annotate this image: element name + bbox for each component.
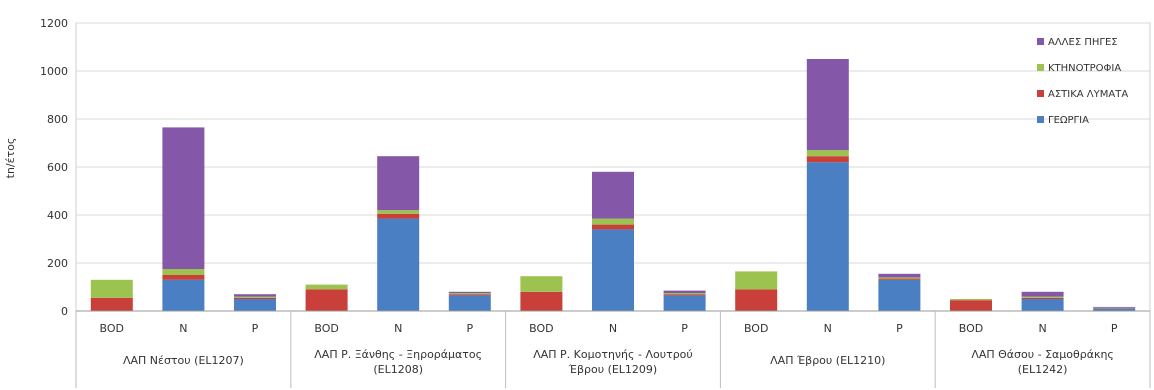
bar-segment (377, 218, 420, 311)
bar-segment (162, 279, 205, 311)
bar-segment (592, 229, 634, 311)
bar-segment (806, 162, 849, 311)
group-label: ΛΑΠ Θάσου - Σαμοθράκης (971, 348, 1114, 361)
bar-segment (234, 299, 276, 311)
legend-swatch (1037, 90, 1044, 97)
bar-segment (806, 59, 849, 151)
x-tick-label: P (896, 322, 903, 335)
x-tick-label: N (179, 322, 187, 335)
bar-segment (592, 171, 634, 219)
group-label: ΛΑΠ Ρ. Ξάνθης - Ξηροράματος (314, 348, 482, 361)
x-tick-label: N (609, 322, 617, 335)
bar-segment (90, 279, 133, 298)
bar-segment (1093, 308, 1136, 311)
legend-swatch (1037, 38, 1044, 45)
legend-label: ΓΕΩΡΓΙΑ (1048, 115, 1089, 126)
bar-segment (663, 290, 706, 293)
bar-segment (377, 156, 420, 211)
bar-segment (1021, 291, 1064, 297)
y-tick-label: 800 (47, 113, 68, 126)
bar-segment (878, 278, 921, 280)
x-tick-label: P (681, 322, 688, 335)
legend-label: ΑΣΤΙΚΑ ΛΥΜΑΤΑ (1048, 89, 1128, 100)
x-tick-label: BOD (959, 322, 983, 335)
bar-segment (592, 224, 634, 230)
x-tick-label: BOD (744, 322, 768, 335)
legend-label: ΚΤΗΝΟΤΡΟΦΙΑ (1048, 63, 1121, 74)
bar-segment (234, 297, 276, 299)
group-label: ΛΑΠ Έβρου (EL1210) (770, 354, 885, 367)
bar-segment (1021, 297, 1064, 299)
bar-segment (162, 275, 205, 280)
bar-segment (806, 150, 849, 157)
bar-segment (520, 276, 563, 292)
y-tick-label: 1000 (40, 65, 68, 78)
y-tick-label: 400 (47, 209, 68, 222)
bar-segment (377, 210, 420, 214)
group-label: Έβρου (EL1209) (568, 363, 657, 376)
bar-segment (448, 293, 491, 295)
bar-segment (663, 293, 706, 295)
bar-segment (878, 279, 921, 311)
bar-segment (305, 289, 348, 311)
group-label: (EL1208) (373, 363, 423, 376)
y-axis-label: tn/έτος (4, 138, 17, 179)
y-tick-label: 200 (47, 257, 68, 270)
legend: ΑΛΛΕΣ ΠΗΓΕΣ ΚΤΗΝΟΤΡΟΦΙΑ ΑΣΤΙΚΑ ΛΥΜΑΤΑ ΓΕΩΡΓ… (1037, 37, 1128, 126)
bar-segment (234, 296, 276, 298)
bar-segment (592, 218, 634, 225)
bar-segment (950, 299, 992, 301)
x-tick-label: BOD (529, 322, 553, 335)
x-tick-label: P (252, 322, 259, 335)
legend-label: ΑΛΛΕΣ ΠΗΓΕΣ (1048, 37, 1118, 48)
x-tick-label: P (466, 322, 473, 335)
bar-segment (90, 297, 133, 311)
y-tick-label: 1200 (40, 17, 68, 30)
bar-segment (520, 291, 563, 311)
bar-segment (162, 127, 205, 270)
x-tick-label: N (1038, 322, 1046, 335)
bar-segment (950, 300, 992, 311)
bar-segment (735, 289, 778, 311)
bar-segment (663, 295, 706, 311)
bar-segment (234, 294, 276, 297)
bar-segment (1021, 299, 1064, 311)
bar-segment (448, 294, 491, 296)
legend-swatch (1037, 64, 1044, 71)
x-tick-label: BOD (100, 322, 124, 335)
x-tick-label: BOD (314, 322, 338, 335)
axes: 0 200 400 600 800 1000 1200 BOD N P ΛΑΠ Νέστου (EL… (40, 17, 1151, 388)
bar-segment (448, 295, 491, 311)
group-label: ΛΑΠ Νέστου (EL1207) (123, 354, 244, 367)
y-tick-label: 600 (47, 161, 68, 174)
x-tick-label: N (824, 322, 832, 335)
bar-segment (1021, 296, 1064, 298)
y-tick-label: 0 (61, 305, 68, 318)
bar-segment (1093, 306, 1136, 308)
x-tick-label: P (1111, 322, 1118, 335)
bar-segment (448, 291, 491, 293)
x-tick-label: N (394, 322, 402, 335)
bar-segment (377, 213, 420, 219)
group-label: (EL1242) (1018, 363, 1068, 376)
bar-segment (162, 269, 205, 275)
bar-segment (878, 273, 921, 278)
bars (90, 59, 1136, 311)
bar-segment (735, 271, 778, 290)
group-label: ΛΑΠ Ρ. Κομοτηνής - Λουτρού (533, 348, 693, 361)
bar-segment (878, 277, 921, 279)
legend-swatch (1037, 116, 1044, 123)
bar-segment (806, 156, 849, 163)
bar-segment (663, 294, 706, 296)
bar-segment (305, 284, 348, 290)
